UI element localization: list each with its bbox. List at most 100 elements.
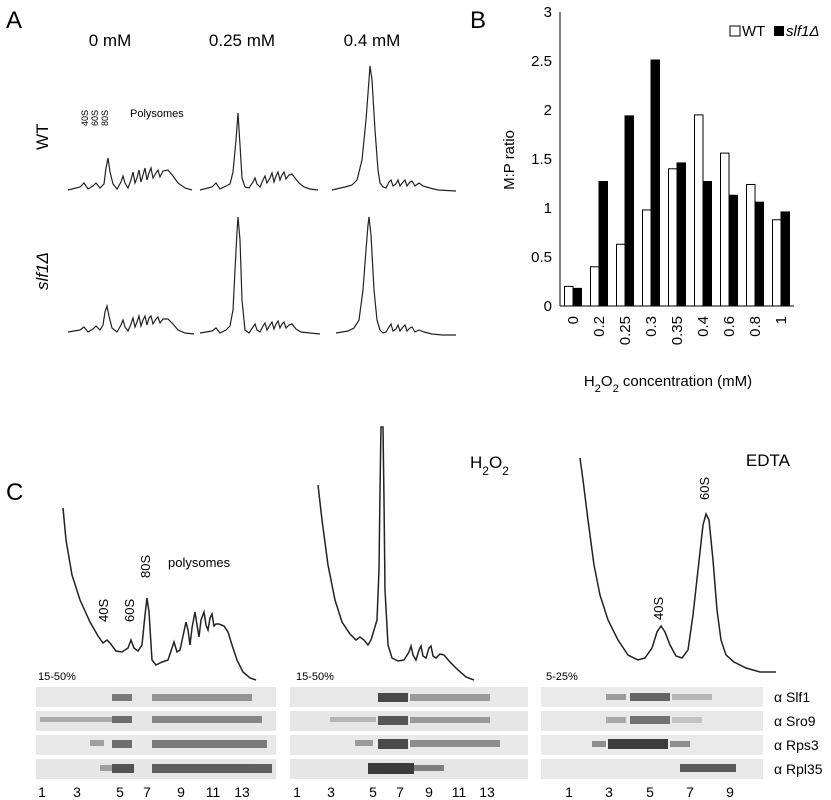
lanes-blot-1: 1 3 5 7 9 11 13 — [38, 784, 250, 800]
bar-wt-0.3 — [642, 209, 652, 307]
x-tick-label: 0 — [565, 316, 582, 324]
blot-2-slf1 — [290, 687, 528, 707]
bar-wt-0.35 — [668, 168, 678, 307]
bar-slf1-0.25 — [624, 115, 634, 307]
ab-label-slf1: α Slf1 — [774, 689, 810, 705]
ab-label-rpl35: α Rpl35 — [774, 761, 823, 777]
x-tick-label: 1 — [773, 316, 790, 324]
lane-label: 1 — [38, 784, 46, 800]
c-edta-peak-40s: 40S — [651, 597, 666, 620]
bar-wt-0.4 — [694, 114, 704, 307]
h2o2-title: H2O2 — [470, 453, 509, 478]
ab-label-rps3: α Rps3 — [774, 737, 819, 753]
lanes-blot-2: 1 3 5 7 9 11 13 — [293, 784, 495, 800]
x-tick-label: 0.8 — [747, 316, 764, 337]
lanes-blot-3: 1 3 5 7 9 — [565, 784, 734, 800]
x-tick-label: 0.25 — [617, 316, 634, 345]
bar-slf1-0 — [572, 287, 582, 307]
lane-label: 9 — [177, 784, 185, 800]
blot-1-bands — [40, 694, 272, 773]
lane-label: 5 — [646, 784, 654, 800]
legend: WT slf1Δ — [729, 23, 819, 40]
y-axis-label: M:P ratio — [501, 130, 518, 190]
lane-label: 9 — [425, 784, 433, 800]
lane-label: 11 — [206, 784, 221, 800]
panel-c-letter: C — [6, 479, 23, 506]
gradient-label-3: 5-25% — [546, 671, 578, 683]
c-peak-label-60s: 60S — [122, 599, 137, 622]
y-tick-label: 3 — [544, 4, 552, 21]
x-tick-label: 0.4 — [695, 316, 712, 337]
polysome-label-a: Polysomes — [130, 108, 184, 120]
lane-label: 7 — [143, 784, 151, 800]
panel-b: B 0 0.5 1 1.5 2 2.5 3 0 0.2 0.25 0.3 0.35 0.4 0.6 0.8… — [470, 4, 819, 395]
trace-wt-04mm — [331, 65, 457, 192]
bar-slf1-0.4 — [702, 181, 712, 307]
lane-label: 13 — [479, 784, 495, 800]
lane-label: 3 — [327, 784, 335, 800]
y-tick-label: 0.5 — [531, 249, 552, 266]
c-polysome-label: polysomes — [168, 555, 231, 570]
y-tick-labels: 0 0.5 1 1.5 2 2.5 3 — [531, 4, 552, 315]
profile-trace-3 — [579, 457, 776, 673]
legend-swatch-slf1 — [774, 26, 784, 36]
blot-3-bands — [592, 693, 736, 772]
panel-b-letter: B — [470, 7, 486, 34]
trace-wt-0mm — [67, 157, 193, 191]
lane-label: 5 — [369, 784, 377, 800]
bar-slf1-0.3 — [650, 59, 660, 307]
ab-label-sro9: α Sro9 — [774, 713, 816, 729]
bar-slf1-0.35 — [676, 162, 686, 307]
conc-label-1: 0.25 mM — [209, 31, 275, 50]
x-tick-label: 0.2 — [591, 316, 608, 337]
lane-label: 13 — [234, 784, 250, 800]
panel-c: C 40S 60S 80S polysomes 15-50% H2O2 15-5… — [6, 426, 823, 800]
trace-wt-025mm — [199, 112, 319, 191]
bar-slf1-0.8 — [754, 201, 764, 307]
bar-wt-0.6 — [720, 152, 730, 307]
panel-a-letter: A — [6, 7, 22, 34]
bar-slf1-0.2 — [598, 181, 608, 307]
lane-label: 3 — [73, 784, 81, 800]
lane-label: 1 — [565, 784, 573, 800]
bar-wt-0.8 — [746, 183, 756, 307]
bar-wt-0.2 — [590, 266, 600, 307]
c-edta-peak-60s: 60S — [697, 477, 712, 500]
peak-label-60s: 60S — [90, 110, 100, 126]
x-tick-label: 0.35 — [669, 316, 686, 345]
bar-wt-0 — [564, 285, 574, 307]
conc-label-0: 0 mM — [89, 31, 132, 50]
row-label-slf1: slf1Δ — [33, 252, 52, 290]
x-tick-label: 0.3 — [643, 316, 660, 337]
bar-wt-0.25 — [616, 243, 626, 307]
bars — [564, 59, 790, 307]
conc-label-2: 0.4 mM — [344, 31, 401, 50]
legend-label-slf1: slf1Δ — [786, 23, 819, 40]
lane-label: 3 — [605, 784, 613, 800]
y-tick-label: 2 — [544, 102, 552, 119]
lane-label: 7 — [686, 784, 694, 800]
bar-slf1-0.6 — [728, 194, 738, 307]
bar-slf1-1 — [780, 211, 790, 307]
y-tick-label: 1.5 — [531, 151, 552, 168]
peak-label-80s: 80S — [100, 110, 110, 126]
gradient-label-1: 15-50% — [38, 671, 76, 683]
legend-swatch-wt — [729, 25, 741, 37]
peak-label-40s: 40S — [80, 110, 90, 126]
row-label-wt: WT — [33, 124, 52, 150]
bar-wt-1 — [772, 219, 782, 307]
y-tick-label: 0 — [544, 298, 552, 315]
x-tick-label: 0.6 — [721, 316, 738, 337]
lane-label: 1 — [293, 784, 301, 800]
blot-2-bands — [330, 693, 500, 774]
panel-a: A 0 mM 0.25 mM 0.4 mM WT slf1Δ 40S 60S 8… — [6, 7, 457, 336]
trace-slf1-025mm — [199, 216, 321, 335]
lane-label: 11 — [452, 784, 467, 800]
c-peak-label-40s: 40S — [96, 599, 111, 622]
profile-trace-1 — [62, 507, 257, 681]
y-tick-label: 1 — [544, 200, 552, 217]
blot-2-sro9 — [290, 711, 528, 731]
x-tick-labels: 0 0.2 0.25 0.3 0.35 0.4 0.6 0.8 1 — [565, 316, 790, 345]
lane-label: 9 — [726, 784, 734, 800]
